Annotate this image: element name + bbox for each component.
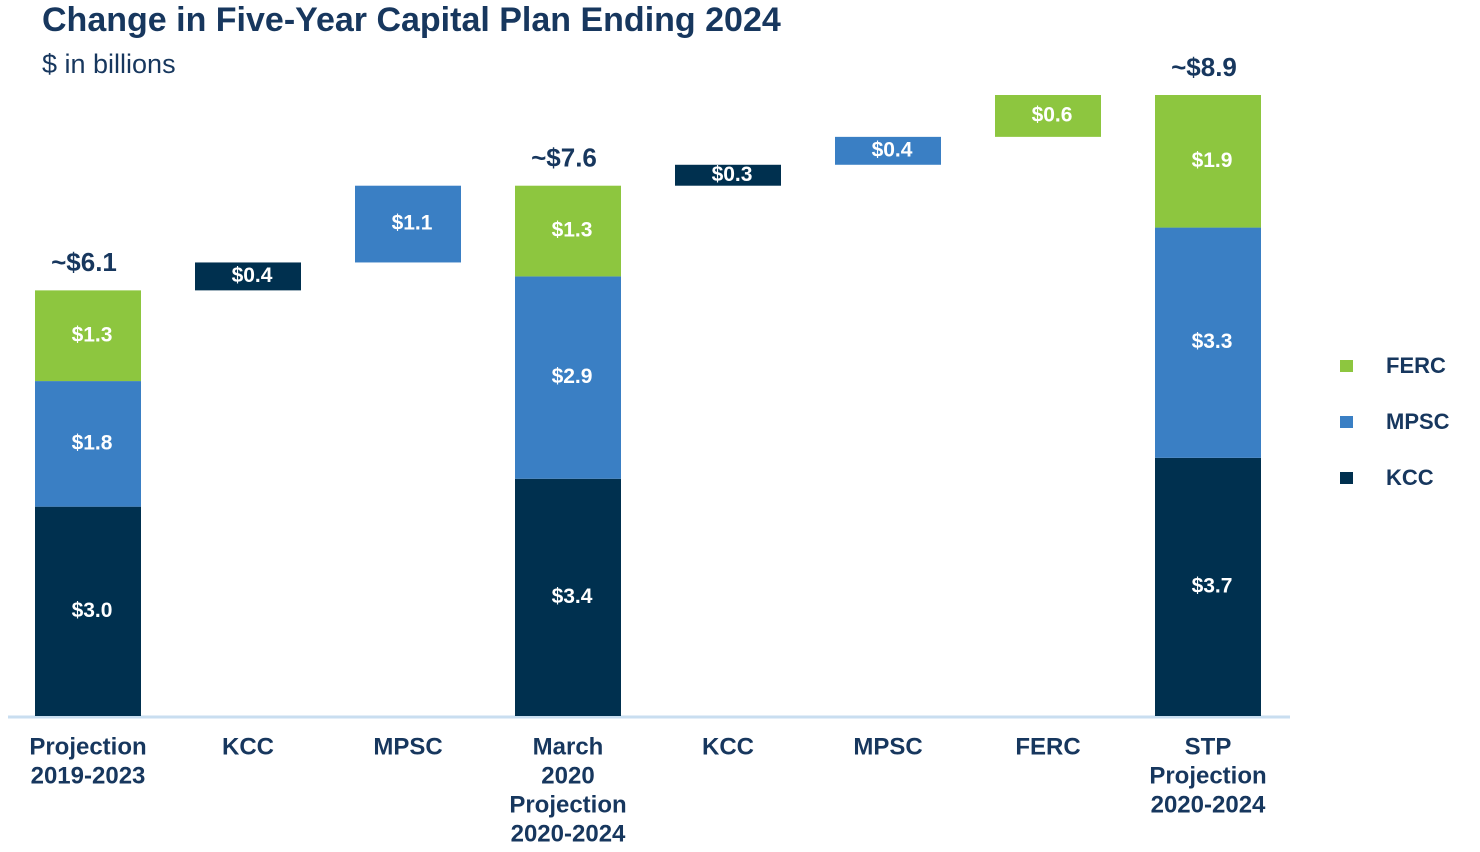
value-label: $3.4 [552, 585, 593, 608]
x-tick-label: 2020-2024 [511, 820, 626, 847]
value-label: $3.3 [1192, 330, 1233, 353]
bar-segment [1155, 457, 1261, 716]
x-tick-label: March [533, 733, 604, 760]
value-label: $1.8 [72, 431, 113, 454]
bar-segment [35, 290, 141, 382]
bar-segment [1155, 95, 1261, 228]
value-label: $0.6 [1032, 103, 1073, 126]
x-tick-label: Projection [509, 791, 626, 818]
x-tick-label: Projection [29, 733, 146, 760]
legend-swatch [1340, 472, 1353, 484]
bar-segment [515, 276, 621, 479]
x-tick-label: KCC [222, 733, 274, 760]
total-label: ~$8.9 [1171, 52, 1237, 82]
bar-segment [515, 185, 621, 277]
bar-segment [1155, 227, 1261, 458]
value-label: $0.3 [712, 163, 753, 186]
x-tick-label: STP [1185, 733, 1232, 760]
x-tick-label: MPSC [373, 733, 442, 760]
value-label: $3.0 [72, 599, 113, 622]
bar-segment [995, 95, 1101, 137]
bar-segment [355, 185, 461, 263]
chart-subtitle: $ in billions [42, 49, 176, 79]
value-label: $0.4 [232, 264, 273, 287]
x-tick-label: 2020-2024 [1151, 791, 1266, 818]
total-label: ~$7.6 [531, 143, 597, 173]
legend-label: FERC [1386, 353, 1446, 378]
total-label: ~$6.1 [51, 247, 117, 277]
bar-segment [195, 262, 301, 291]
value-label: $1.9 [1192, 149, 1233, 172]
legend-swatch [1340, 416, 1353, 428]
x-tick-label: MPSC [853, 733, 922, 760]
value-label: $3.7 [1192, 574, 1233, 597]
value-label: $0.4 [872, 138, 913, 161]
x-tick-label: KCC [702, 733, 754, 760]
bar-segment [675, 164, 781, 186]
x-tick-label: FERC [1015, 733, 1080, 760]
value-label: $1.3 [72, 323, 113, 346]
bar-segment [35, 506, 141, 716]
bar-segment [515, 478, 621, 716]
legend-label: KCC [1386, 465, 1434, 490]
x-tick-label: Projection [1149, 762, 1266, 789]
value-label: $1.3 [552, 219, 593, 242]
legend-label: MPSC [1386, 409, 1450, 434]
bar-segment [835, 136, 941, 165]
legend-swatch [1340, 360, 1353, 372]
x-tick-label: 2020 [541, 762, 594, 789]
value-label: $2.9 [552, 365, 593, 388]
bar-segment [35, 381, 141, 507]
x-tick-label: 2019-2023 [31, 762, 146, 789]
chart-title: Change in Five-Year Capital Plan Ending … [42, 1, 781, 39]
value-label: $1.1 [392, 212, 433, 235]
